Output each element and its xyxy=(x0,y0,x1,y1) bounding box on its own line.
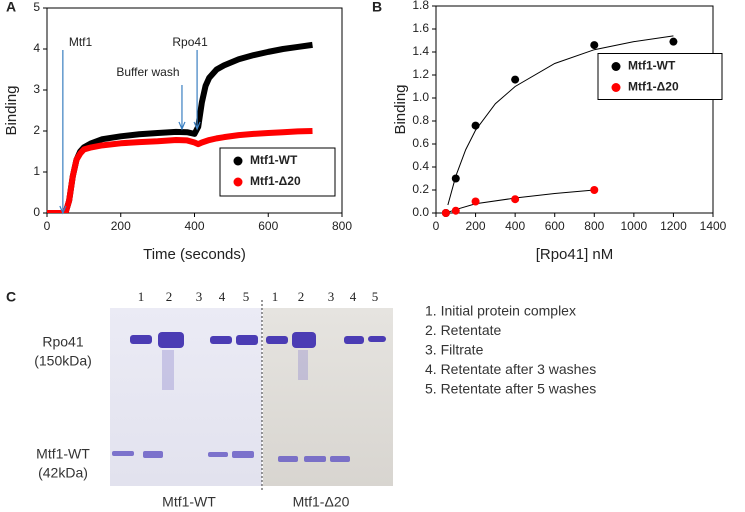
lane-label: 4 xyxy=(350,289,357,304)
annotation: Buffer wash xyxy=(116,65,179,79)
scatter-point xyxy=(441,209,450,217)
x-tick-label: 200 xyxy=(111,219,131,233)
legend-marker xyxy=(233,156,243,166)
y-tick-label: 1.6 xyxy=(412,21,429,35)
panel-label: A xyxy=(6,0,16,15)
x-tick-label: 0 xyxy=(433,219,440,233)
fit-curve xyxy=(445,189,595,214)
key-item: 3. Filtrate xyxy=(425,342,484,358)
y-tick-label: 0.4 xyxy=(412,159,429,173)
scatter-point xyxy=(511,75,520,84)
scatter-point xyxy=(511,195,520,204)
arrow-head xyxy=(178,121,186,131)
y-tick-label: 1.2 xyxy=(412,67,429,81)
series-line xyxy=(47,128,313,213)
x-tick-label: 600 xyxy=(258,219,278,233)
y-axis-label: Binding xyxy=(392,84,409,134)
lane-label: 5 xyxy=(243,289,250,304)
scatter-point xyxy=(590,186,599,194)
key-item: 2. Retentate xyxy=(425,322,501,338)
lane-label: 4 xyxy=(219,289,226,304)
panel-label: B xyxy=(372,0,382,15)
scatter-point xyxy=(471,197,480,206)
key-item: 5. Retentate after 5 washes xyxy=(425,381,596,397)
band-label: Mtf1-WT xyxy=(36,446,90,462)
annotation: Mtf1 xyxy=(69,35,93,49)
y-tick-label: 1.4 xyxy=(412,44,429,58)
panel-label: C xyxy=(6,289,16,305)
scatter-point xyxy=(451,174,460,183)
lane-label: 1 xyxy=(272,289,279,304)
legend-box xyxy=(597,53,723,100)
arrow-head xyxy=(59,205,67,215)
x-tick-label: 0 xyxy=(44,219,51,233)
key-item: 1. Initial protein complex xyxy=(425,303,576,319)
y-tick-label: 1.8 xyxy=(412,0,429,12)
x-tick-label: 1200 xyxy=(660,219,687,233)
y-tick-label: 0.2 xyxy=(412,182,429,196)
x-tick-label: 1400 xyxy=(700,219,727,233)
scatter-point xyxy=(451,206,460,215)
lane-label: 1 xyxy=(138,289,145,304)
legend-marker xyxy=(233,177,243,187)
x-tick-label: 400 xyxy=(184,219,204,233)
gel-caption: Mtf1-WT xyxy=(162,494,216,510)
x-tick-label: 600 xyxy=(545,219,565,233)
legend-box xyxy=(219,147,336,197)
lane-label: 3 xyxy=(196,289,203,304)
legend-marker xyxy=(611,62,621,71)
x-tick-label: 400 xyxy=(505,219,525,233)
y-axis-label: Binding xyxy=(3,85,20,135)
scatter-point xyxy=(590,41,599,50)
y-tick-label: 0.6 xyxy=(412,136,429,150)
x-tick-label: 800 xyxy=(584,219,604,233)
annotation: Rpo41 xyxy=(172,35,208,49)
x-tick-label: 1000 xyxy=(621,219,648,233)
fit-curve xyxy=(447,35,674,206)
lane-label: 2 xyxy=(166,289,173,304)
key-item: 4. Retentate after 3 washes xyxy=(425,361,596,377)
legend-label: Mtf1-Δ20 xyxy=(628,80,679,94)
x-axis-label: [Rpo41] nM xyxy=(536,246,614,263)
y-tick-label: 0.0 xyxy=(412,205,429,219)
y-tick-label: 1.0 xyxy=(412,90,429,104)
scatter-point xyxy=(471,121,480,130)
x-tick-label: 200 xyxy=(466,219,486,233)
x-axis-label: Time (seconds) xyxy=(143,246,246,263)
legend-marker xyxy=(611,83,621,92)
gel-caption: Mtf1-Δ20 xyxy=(293,494,350,510)
y-tick-label: 5 xyxy=(33,0,40,14)
lane-label: 5 xyxy=(372,289,379,304)
x-tick-label: 800 xyxy=(332,219,352,233)
legend-label: Mtf1-Δ20 xyxy=(250,174,301,188)
scatter-point xyxy=(669,37,678,46)
gel-image xyxy=(110,300,393,490)
band-label: (150kDa) xyxy=(34,353,92,369)
band-label: (42kDa) xyxy=(38,465,88,481)
legend-label: Mtf1-WT xyxy=(628,59,676,73)
y-tick-label: 3 xyxy=(33,82,40,96)
y-tick-label: 2 xyxy=(33,123,40,137)
y-tick-label: 1 xyxy=(33,164,40,178)
y-tick-label: 4 xyxy=(33,41,40,55)
legend-label: Mtf1-WT xyxy=(250,153,298,167)
lane-label: 3 xyxy=(328,289,335,304)
y-tick-label: 0 xyxy=(33,205,40,219)
lane-label: 2 xyxy=(298,289,305,304)
band-label: Rpo41 xyxy=(42,334,83,350)
plot-frame xyxy=(435,5,714,214)
y-tick-label: 0.8 xyxy=(412,113,429,127)
arrow-head xyxy=(193,121,201,131)
